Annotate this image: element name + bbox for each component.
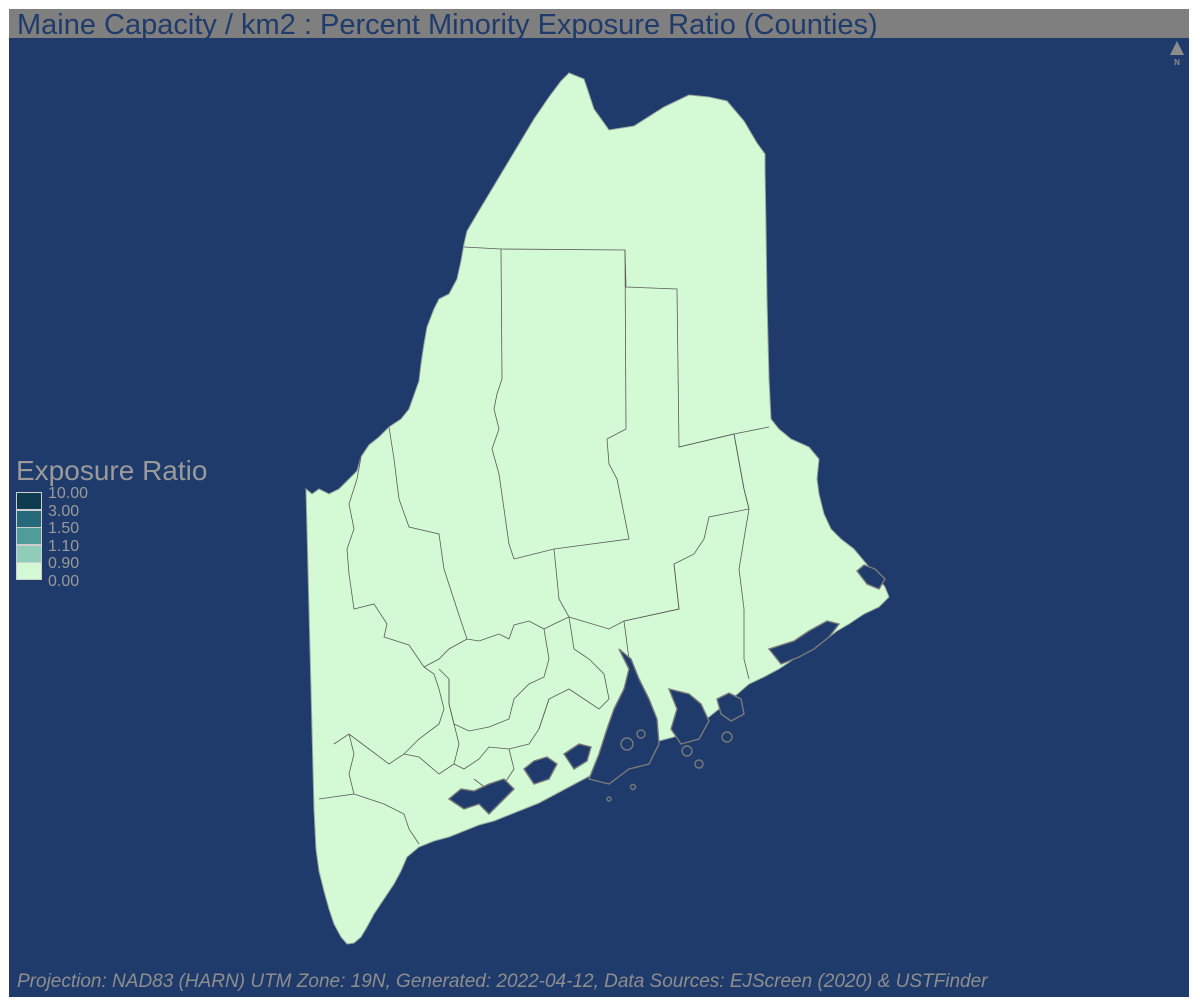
county-boundary-androscoggin — [403, 679, 460, 775]
county-boundary-waldo — [538, 616, 610, 730]
county-boundary-somerset-west — [388, 426, 468, 668]
island-north-haven — [636, 729, 646, 739]
legend-swatch — [16, 527, 42, 545]
legend-swatch — [16, 492, 42, 510]
legend-break-label: 3.00 — [48, 502, 80, 520]
legend-row: 1.10 — [16, 538, 207, 563]
legend-row: 0.00 — [16, 573, 207, 598]
muscongus-inlets — [563, 743, 592, 770]
casco-bay-inlets — [447, 778, 515, 815]
legend-break-label: 1.10 — [48, 537, 80, 555]
legend-row: 1.50 — [16, 521, 207, 545]
legend-row: 3.00 — [16, 503, 207, 528]
island-mount-desert — [721, 731, 733, 743]
county-boundary-cumberland-york — [318, 733, 420, 845]
legend-title: Exposure Ratio — [16, 455, 208, 486]
island-matinicus — [629, 783, 637, 791]
coastal-islands — [447, 564, 886, 815]
title-bar: Maine Capacity / km2 : Percent Minority … — [9, 9, 1189, 38]
legend-swatch — [16, 544, 42, 563]
map-canvas — [305, 72, 890, 945]
county-boundary-franklin — [346, 456, 425, 668]
island-deer-isle — [681, 745, 693, 757]
state-land — [305, 72, 890, 945]
sheepscot-inlets — [523, 756, 558, 785]
county-boundary-somerset-east — [466, 548, 570, 642]
legend-break-label: 0.90 — [48, 555, 80, 572]
county-boundary-washington-west — [733, 433, 750, 680]
legend-break-label: 0.00 — [48, 572, 80, 590]
north-arrow-icon: N — [1169, 41, 1185, 71]
island-swans — [694, 759, 704, 769]
county-boundary-piscataquis-east — [513, 249, 630, 560]
washington-coast-inlets — [767, 620, 841, 665]
footer-credits: Projection: NAD83 (HARN) UTM Zone: 19N, … — [17, 971, 988, 992]
penobscot-bay — [588, 648, 660, 785]
county-boundaries — [318, 246, 770, 845]
legend: Exposure Ratio 10.00 3.00 1.50 1.10 0.90 — [16, 455, 207, 597]
map-title: Maine Capacity / km2 : Percent Minority … — [17, 9, 878, 38]
legend-row: 10.00 — [16, 486, 207, 510]
legend-row: 0.90 — [16, 556, 207, 580]
north-label: N — [1174, 58, 1180, 67]
legend-swatch — [16, 509, 42, 528]
maine-state-outline — [305, 72, 890, 945]
county-boundary-piscataquis-west — [491, 248, 515, 560]
frenchman-bay — [716, 692, 745, 722]
blue-hill-bay — [667, 687, 710, 745]
legend-break-label: 1.50 — [48, 520, 80, 537]
legend-break-label: 10.00 — [48, 485, 89, 502]
passamaquoddy-inlets — [856, 564, 886, 590]
north-arrow-triangle — [1170, 41, 1184, 55]
island-vinalhaven — [620, 737, 634, 751]
county-boundary-oxford-south — [333, 666, 445, 765]
island-monhegan — [606, 796, 612, 802]
map-frame: Maine Capacity / km2 : Percent Minority … — [9, 9, 1189, 997]
legend-swatch — [16, 562, 42, 580]
county-boundary-knox-lincoln — [453, 698, 550, 770]
